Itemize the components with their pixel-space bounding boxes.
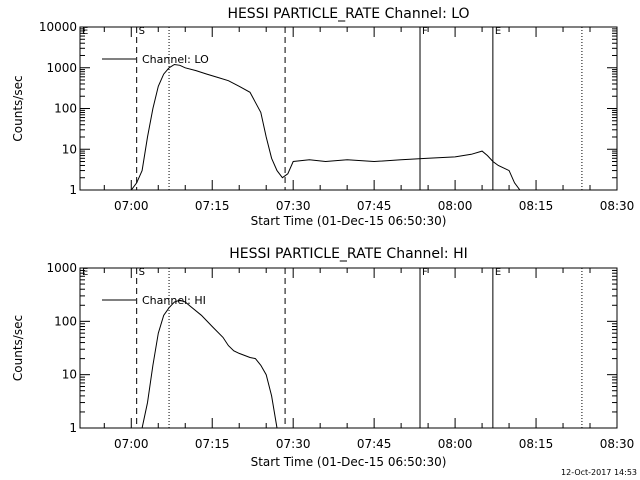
legend-label: Channel: LO xyxy=(142,53,209,66)
x-axis-label: Start Time (01-Dec-15 06:50:30) xyxy=(251,455,447,469)
x-tick-label: 07:45 xyxy=(357,199,392,213)
x-tick-label: 07:00 xyxy=(114,199,149,213)
plot-frame xyxy=(79,26,618,191)
x-tick-label: 08:00 xyxy=(438,199,473,213)
x-tick-label: 08:15 xyxy=(519,437,554,451)
footer-timestamp: 12-Oct-2017 14:53 xyxy=(561,468,637,477)
event-marker-label: F xyxy=(422,26,428,37)
event-marker-label: E xyxy=(82,267,88,278)
x-tick-label: 07:00 xyxy=(114,437,149,451)
event-marker-label: E xyxy=(495,26,501,37)
y-tick-label: 1000 xyxy=(46,261,77,275)
y-tick-label: 100 xyxy=(54,102,77,116)
series-line xyxy=(80,63,574,191)
chart-panel-2: HESSI PARTICLE_RATE Channel: HI Counts/se… xyxy=(11,246,634,469)
x-tick-label: 08:30 xyxy=(600,199,635,213)
series-line xyxy=(141,299,278,429)
x-tick-label: 08:00 xyxy=(438,437,473,451)
x-tick-label: 07:15 xyxy=(195,437,230,451)
legend-label: Channel: HI xyxy=(142,294,206,307)
y-tick-label: 10 xyxy=(62,142,77,156)
x-tick-label: 08:15 xyxy=(519,199,554,213)
x-axis-label: Start Time (01-Dec-15 06:50:30) xyxy=(251,214,447,228)
x-tick-label: 07:45 xyxy=(357,437,392,451)
y-tick-label: 1 xyxy=(69,421,77,435)
y-tick-label: 10000 xyxy=(39,20,77,34)
chart-panel-1: HESSI PARTICLE_RATE Channel: LO Counts/se… xyxy=(11,6,634,228)
y-tick-label: 10 xyxy=(62,368,77,382)
event-marker-label: E xyxy=(82,26,88,37)
x-tick-label: 07:30 xyxy=(276,199,311,213)
event-marker-label: S xyxy=(139,26,145,37)
y-axis-label: Counts/sec xyxy=(11,75,25,141)
y-tick-label: 100 xyxy=(54,314,77,328)
y-tick-label: 1000 xyxy=(46,61,77,75)
chart-title: HESSI PARTICLE_RATE Channel: LO xyxy=(227,6,469,22)
event-marker-label: F xyxy=(422,267,428,278)
y-axis-label: Counts/sec xyxy=(11,315,25,381)
chart-title: HESSI PARTICLE_RATE Channel: HI xyxy=(229,246,467,262)
event-marker-label: E xyxy=(495,267,501,278)
x-tick-label: 07:30 xyxy=(276,437,311,451)
y-tick-label: 1 xyxy=(69,183,77,197)
x-tick-label: 08:30 xyxy=(600,437,635,451)
plot-frame xyxy=(79,267,618,429)
event-marker-label: S xyxy=(139,267,145,278)
x-tick-label: 07:15 xyxy=(195,199,230,213)
